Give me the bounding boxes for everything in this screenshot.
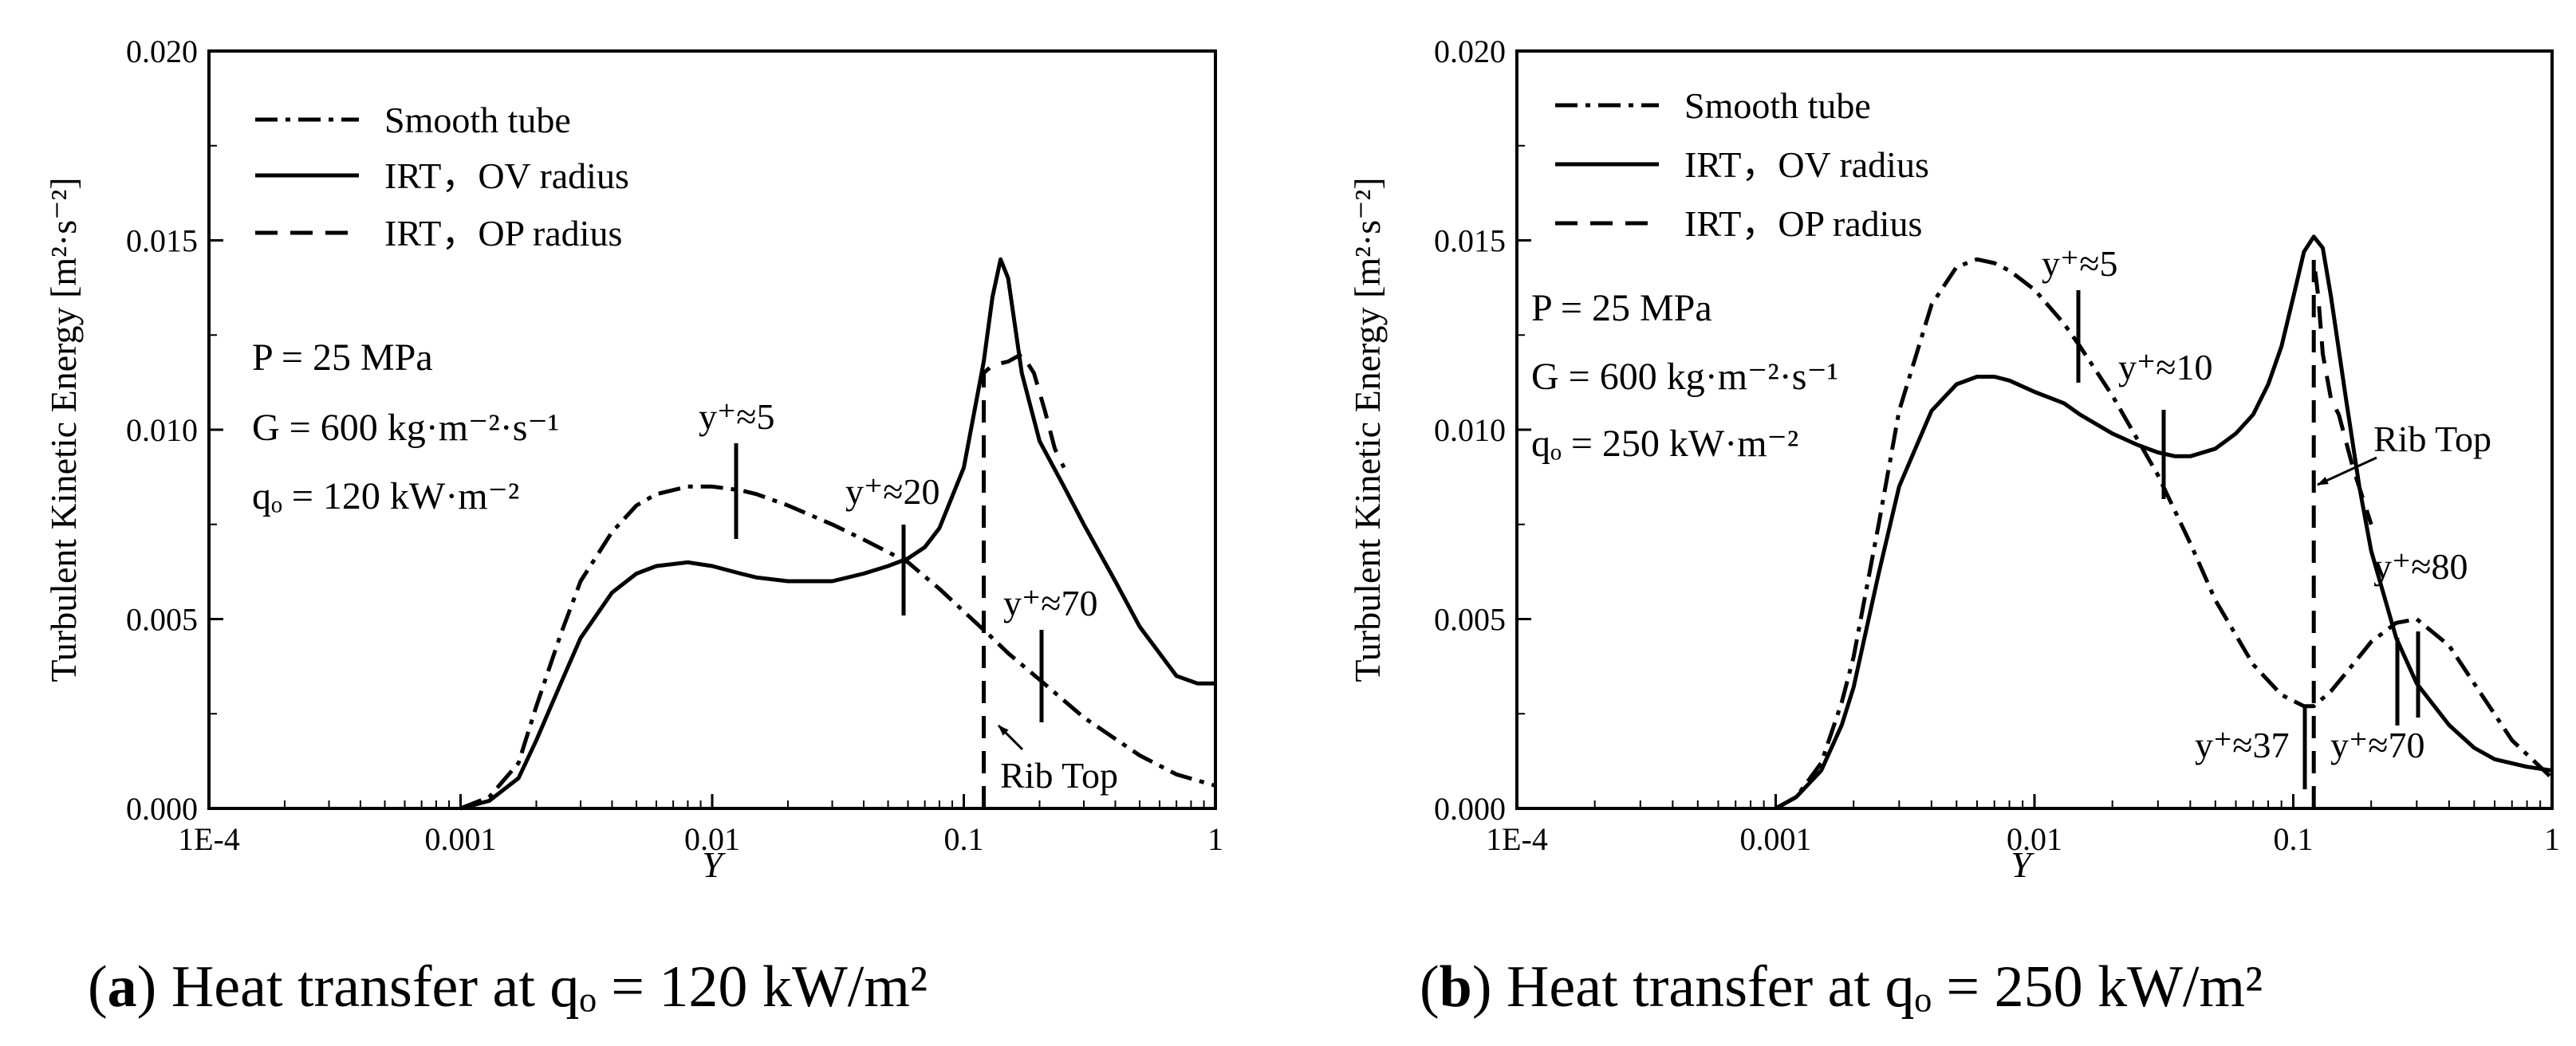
panel-a-series-smooth-tube — [459, 484, 1216, 811]
panel-b-param-heat-flux: qₒ = 250 kW·m⁻² — [1531, 423, 1798, 465]
panel-b-x-tick-label: 1 — [2544, 821, 2560, 857]
panel-b-caption: (b) Heat transfer at qₒ = 250 kW/m² — [1420, 954, 2263, 1020]
panel-a-y-tick-label: 0.010 — [126, 412, 198, 448]
panel-b-y-tick-label: 0.020 — [1434, 33, 1506, 69]
panel-b-legend: Smooth tube IRT，OV radius IRT，OP radius — [1555, 85, 1929, 244]
panel-a-y-tick-label: 0.000 — [126, 791, 198, 827]
panel-a-y-tick-label: 0.015 — [126, 223, 198, 259]
panel-b-x-tick-label: 1E-4 — [1486, 821, 1548, 857]
panel-a-y-tick-label: 0.005 — [126, 602, 198, 638]
panel-b-y-tick-label: 0.005 — [1434, 602, 1506, 638]
panel-a-legend-label-ov: IRT，OV radius — [384, 155, 629, 196]
panel-b-param-pressure: P = 25 MPa — [1531, 287, 1712, 329]
panel-a-ann-y5: y⁺≈5 — [699, 396, 775, 437]
panel-b-legend-label-smooth: Smooth tube — [1684, 85, 1871, 126]
panel-a-series-irt-op-radius — [982, 352, 1066, 808]
panel-a-x-tick-label: 1E-4 — [178, 821, 240, 857]
panel-a-param-pressure: P = 25 MPa — [252, 336, 433, 379]
panel-b-x-tick-label: 0.001 — [1740, 821, 1812, 857]
panel-b-rib-top-arrow — [2317, 456, 2377, 486]
panel-a-x-tick-label: 0.001 — [425, 821, 497, 857]
panel-b-curves — [1774, 234, 2554, 811]
panel-a-x-tick-label: 0.01 — [684, 821, 740, 857]
panel-a-x-tick-label: 0.1 — [944, 821, 984, 857]
panel-a-y-axis-label: Turbulent Kinetic Energy [m²·s⁻²] — [43, 177, 84, 682]
panel-b-legend-label-op: IRT，OP radius — [1684, 203, 1922, 244]
panel-a-series-irt-ov-radius — [459, 257, 1215, 811]
panel-b-annotations: y⁺≈5 y⁺≈10 Rib Top y⁺≈80 y⁺≈37 y⁺≈70 — [2042, 243, 2491, 789]
panel-a-param-heat-flux: qₒ = 120 kW·m⁻² — [252, 475, 519, 517]
panel-b-y-tick-label: 0.010 — [1434, 412, 1506, 448]
panel-a-ann-y20: y⁺≈20 — [845, 471, 940, 512]
panel-b-param-mass-flux: G = 600 kg·m⁻²·s⁻¹ — [1531, 356, 1838, 398]
panel-b-x-axis-label: Y — [2011, 844, 2034, 885]
panel-b-series-smooth-tube — [1774, 257, 2554, 811]
panel-a-legend-label-smooth: Smooth tube — [384, 100, 571, 140]
panel-a-legend: Smooth tube IRT，OV radius IRT，OP radius — [255, 100, 629, 254]
panel-b-ann-y37: y⁺≈37 — [2195, 725, 2290, 765]
panel-b-y-axis-label: Turbulent Kinetic Energy [m²·s⁻²] — [1347, 177, 1388, 682]
panel-b-x-tick-label: 0.01 — [2007, 821, 2062, 857]
panel-a-ann-y70: y⁺≈70 — [1003, 583, 1098, 623]
panel-b-series-irt-ov-radius — [1774, 234, 2553, 811]
panel-b-ann-y80: y⁺≈80 — [2373, 546, 2468, 587]
panel-b-ann-rib-top: Rib Top — [2373, 419, 2491, 459]
panel-a-y-tick-label: 0.020 — [126, 33, 198, 69]
panel-a-curves — [459, 257, 1216, 811]
panel-a-plot-frame — [207, 49, 1217, 810]
panel-a-x-axis-label: Y — [702, 844, 726, 885]
panel-a-caption: (a) Heat transfer at qₒ = 120 kW/m² — [88, 954, 928, 1020]
panel-a-annotations: y⁺≈5 y⁺≈20 y⁺≈70 Rib Top — [699, 396, 1118, 796]
panel-b-ann-y5: y⁺≈5 — [2042, 243, 2118, 284]
panel-b-ann-y10: y⁺≈10 — [2118, 347, 2213, 387]
panel-a-param-mass-flux: G = 600 kg·m⁻²·s⁻¹ — [252, 407, 559, 449]
panel-b-axes: 1E-4 0.001 0.01 0.1 1 0.000 0.005 0.010 0.015 0.0… — [1434, 33, 2560, 857]
panel-b-plot-frame — [1515, 49, 2554, 810]
panel-b: 1E-4 0.001 0.01 0.1 1 0.000 0.005 0.010 0.015 0.0… — [1347, 33, 2560, 1020]
panel-b-y-tick-label: 0.000 — [1434, 791, 1506, 827]
panel-b-series-irt-op-radius — [2311, 257, 2373, 808]
panel-a-rib-top-arrow — [997, 724, 1024, 751]
panel-a-params: P = 25 MPa G = 600 kg·m⁻²·s⁻¹ qₒ = 120 k… — [252, 336, 559, 517]
panel-b-x-tick-label: 0.1 — [2274, 821, 2314, 857]
panel-a-x-tick-label: 1 — [1207, 821, 1223, 857]
panel-a: 1E-4 0.001 0.01 0.1 1 0.000 0.005 0.010 0.015 0.0… — [43, 33, 1223, 1020]
panel-b-y-tick-label: 0.015 — [1434, 223, 1506, 259]
panel-b-legend-label-ov: IRT，OV radius — [1684, 144, 1929, 185]
panel-a-legend-label-op: IRT，OP radius — [384, 213, 622, 254]
panel-b-params: P = 25 MPa G = 600 kg·m⁻²·s⁻¹ qₒ = 250 k… — [1531, 287, 1838, 465]
panel-b-ann-y70: y⁺≈70 — [2330, 725, 2425, 765]
panel-a-ann-rib-top: Rib Top — [1000, 755, 1118, 796]
panel-a-axes: 1E-4 0.001 0.01 0.1 1 0.000 0.005 0.010 0.015 0.0… — [126, 33, 1223, 857]
